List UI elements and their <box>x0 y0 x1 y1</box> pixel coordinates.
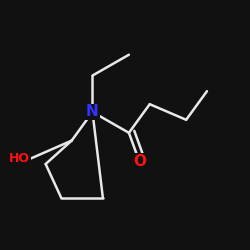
Text: O: O <box>133 154 146 169</box>
Text: HO: HO <box>9 152 30 165</box>
Text: N: N <box>86 104 99 120</box>
